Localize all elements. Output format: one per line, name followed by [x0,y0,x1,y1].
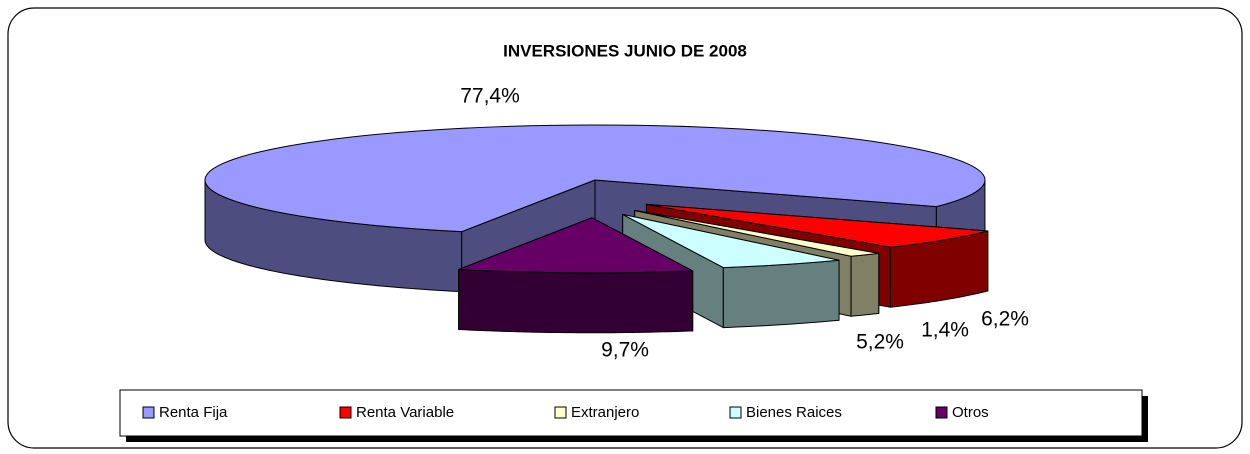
slice-top [645,203,989,248]
slice-top [622,213,840,269]
data-label: 5,2% [856,331,904,354]
legend-label: Renta Variable [356,404,454,421]
legend-swatch [554,406,567,419]
legend-label: Otros [952,404,989,421]
slice-top [458,217,694,274]
legend-swatch [935,406,948,419]
data-label: 77,4% [460,85,520,108]
slice-side [850,252,880,317]
slice-side [458,268,694,334]
pie [204,124,989,334]
data-label: 9,7% [601,339,649,362]
legend-swatch [729,406,742,419]
slice-side [722,259,840,329]
legend [119,389,1143,437]
legend-swatch [142,406,155,419]
legend-swatch [339,406,352,419]
pie-slice [458,217,694,334]
data-label: 6,2% [981,308,1029,331]
chart-title: INVERSIONES JUNIO DE 2008 [503,41,747,60]
pie-slice [622,213,840,329]
legend-label: Bienes Raices [746,404,842,421]
slice-top [204,124,986,233]
legend-items: Renta Fija Renta Variable Extranjero Bienes… [142,404,989,421]
slice-top [634,209,880,257]
data-label: 1,4% [921,319,969,342]
legend-label: Extranjero [571,404,639,421]
legend-label: Renta Fija [159,404,228,421]
